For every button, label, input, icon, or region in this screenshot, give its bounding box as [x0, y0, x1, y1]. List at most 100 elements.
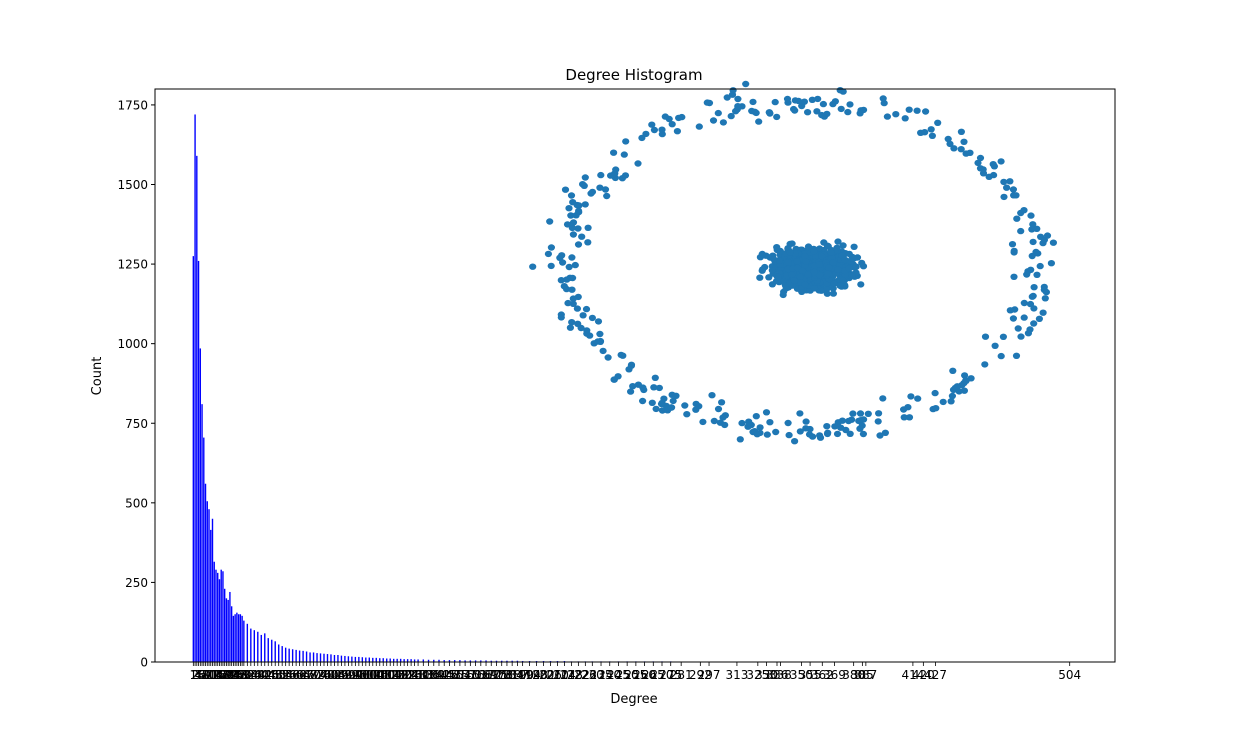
graph-node-point: [581, 174, 589, 181]
graph-node-point: [1032, 248, 1040, 256]
graph-node-point: [567, 212, 575, 219]
x-tick-label: 198: [525, 668, 548, 682]
graph-node-point: [709, 117, 718, 124]
histogram-bar: [199, 348, 201, 662]
histogram-bar: [271, 639, 273, 662]
graph-node-point: [710, 417, 718, 425]
graph-node-point: [1029, 238, 1037, 246]
graph-node-point: [617, 351, 625, 359]
x-tick-label: 338: [769, 668, 792, 682]
x-tick-label: 136: [417, 668, 440, 682]
histogram-bar: [243, 620, 245, 662]
graph-node-point: [681, 402, 689, 409]
graph-node-point: [859, 263, 868, 270]
x-tick-label: 48: [268, 668, 283, 682]
x-tick-label: 245: [607, 668, 630, 682]
graph-node-point: [565, 205, 573, 212]
x-tick-label: 202: [532, 668, 555, 682]
x-tick-label: 76: [316, 668, 331, 682]
histogram-bar: [222, 571, 224, 662]
histogram-bar: [284, 647, 287, 662]
histogram-bar: [316, 653, 318, 662]
graph-node-point: [621, 172, 630, 179]
x-tick-label: 68: [302, 668, 317, 682]
graph-node-point: [879, 95, 887, 102]
x-tick-label: 38: [250, 668, 265, 682]
x-tick-label: 22: [222, 668, 237, 682]
graph-node-point: [596, 184, 604, 191]
graph-node-point: [791, 97, 799, 104]
x-tick-label: 28: [233, 668, 248, 682]
graph-node-point: [907, 393, 915, 400]
graph-node-point: [816, 432, 824, 439]
x-tick-label: 23: [224, 668, 239, 682]
graph-node-point: [857, 281, 865, 288]
graph-node-point: [775, 257, 784, 264]
histogram-bar: [260, 634, 262, 662]
x-tick-label: 96: [351, 668, 366, 682]
x-tick-label: 54: [278, 668, 293, 682]
graph-node-point: [848, 272, 856, 280]
graph-node-point: [1020, 299, 1028, 307]
x-tick-label: 222: [567, 668, 590, 682]
x-tick-label: 84: [330, 668, 345, 682]
graph-node-point: [997, 352, 1005, 360]
x-tick-label: 275: [659, 668, 682, 682]
graph-node-point: [774, 273, 782, 281]
graph-node-point: [1006, 178, 1014, 185]
graph-node-point: [721, 421, 729, 429]
graph-node-point: [1006, 307, 1014, 314]
graph-node-point: [574, 320, 582, 327]
graph-node-point: [627, 388, 635, 395]
graph-node-point: [583, 327, 591, 334]
graph-node-point: [773, 244, 781, 251]
histogram-bar: [433, 659, 435, 662]
histogram-bar: [206, 501, 208, 662]
graph-node-point: [768, 267, 776, 274]
graph-node-point: [914, 395, 922, 402]
graph-node-point: [1026, 326, 1034, 333]
graph-node-point: [673, 128, 682, 135]
x-tick-label: 64: [295, 668, 310, 682]
x-tick-label: 206: [539, 668, 562, 682]
graph-node-point: [784, 419, 792, 427]
graph-node-point: [1036, 262, 1044, 270]
histogram-bar: [422, 659, 425, 662]
graph-node-point: [586, 332, 594, 339]
graph-node-point: [594, 318, 603, 325]
graph-node-point: [559, 259, 567, 266]
histogram-bar: [246, 623, 249, 662]
graph-node-point: [675, 114, 683, 122]
graph-node-point: [640, 386, 648, 394]
graph-node-point: [825, 264, 833, 271]
x-tick-label: 270: [651, 668, 674, 682]
graph-node-point: [999, 333, 1008, 340]
graph-node-point: [588, 188, 597, 196]
graph-node-point: [989, 161, 997, 168]
x-tick-label: 190: [511, 668, 534, 682]
graph-node-point: [695, 123, 703, 130]
x-tick-label: 24: [226, 668, 241, 682]
y-axis-ticks: 0 250 500 750 1000 1250 1500 1750: [117, 98, 155, 670]
graph-node-point: [719, 414, 727, 421]
x-tick-label: 157: [454, 668, 477, 682]
graph-node-point: [703, 99, 711, 106]
x-tick-label: 20: [219, 668, 234, 682]
graph-node-point: [796, 273, 804, 280]
y-tick-label: 1750: [117, 98, 148, 112]
graph-node-point: [723, 94, 731, 101]
graph-node-point: [824, 270, 832, 277]
graph-node-point: [564, 299, 572, 307]
x-tick-label: 126: [400, 668, 423, 682]
histogram-bar: [506, 660, 508, 662]
graph-node-point: [802, 258, 810, 265]
graph-node-point: [892, 111, 900, 118]
graph-node-point: [788, 271, 796, 279]
graph-node-point: [834, 238, 842, 245]
graph-node-point: [1041, 295, 1049, 302]
graph-node-point: [669, 397, 677, 405]
x-tick-label: 255: [624, 668, 647, 682]
histogram-bar: [333, 655, 336, 662]
graph-node-point: [658, 399, 666, 407]
graph-node-point: [901, 115, 909, 122]
